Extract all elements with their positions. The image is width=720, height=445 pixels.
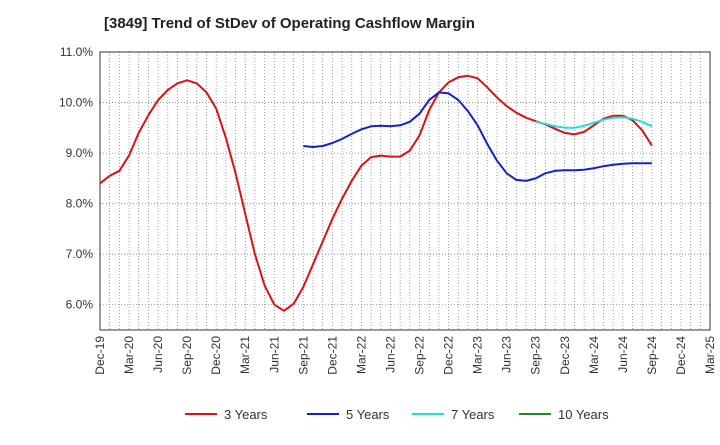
x-tick-label: Jun-22 (383, 336, 397, 373)
x-tick-label: Sep-24 (645, 336, 659, 375)
x-tick-label: Dec-20 (209, 336, 223, 375)
legend-label: 7 Years (451, 407, 495, 422)
x-tick-label: Dec-21 (325, 336, 339, 375)
x-tick-label: Jun-21 (267, 336, 281, 373)
x-tick-label: Jun-23 (500, 336, 514, 373)
x-tick-label: Sep-22 (413, 336, 427, 375)
plot-frame (99, 51, 711, 331)
y-tick-label: 7.0% (66, 247, 94, 261)
legend-label: 3 Years (224, 407, 268, 422)
x-tick-label: Sep-23 (529, 336, 543, 375)
y-tick-label: 9.0% (66, 146, 94, 160)
x-tick-label: Mar-22 (354, 336, 368, 374)
legend-label: 10 Years (558, 407, 609, 422)
x-tick-label: Dec-24 (674, 336, 688, 375)
legend-label: 5 Years (346, 407, 390, 422)
x-tick-label: Mar-24 (587, 336, 601, 374)
x-tick-label: Dec-22 (442, 336, 456, 375)
series-line-3-years (99, 74, 653, 312)
x-tick-label: Dec-19 (93, 336, 107, 375)
y-tick-label: 11.0% (60, 45, 93, 59)
y-tick-label: 6.0% (66, 298, 94, 312)
chart-title: [3849] Trend of StDev of Operating Cashf… (104, 15, 475, 32)
series-line-5-years (303, 91, 652, 182)
x-tick-label: Mar-21 (238, 336, 252, 374)
x-tick-label: Dec-23 (558, 336, 572, 375)
x-tick-label: Jun-24 (616, 336, 630, 373)
x-tick-label: Jun-20 (151, 336, 165, 373)
x-tick-label: Mar-23 (471, 336, 485, 374)
y-tick-label: 8.0% (66, 197, 94, 211)
x-tick-label: Sep-20 (180, 336, 194, 375)
x-tick-label: Sep-21 (296, 336, 310, 375)
x-tick-label: Mar-20 (122, 336, 136, 374)
x-tick-label: Mar-25 (703, 336, 717, 374)
y-tick-label: 10.0% (59, 96, 93, 110)
series-line-7-years (535, 116, 653, 129)
